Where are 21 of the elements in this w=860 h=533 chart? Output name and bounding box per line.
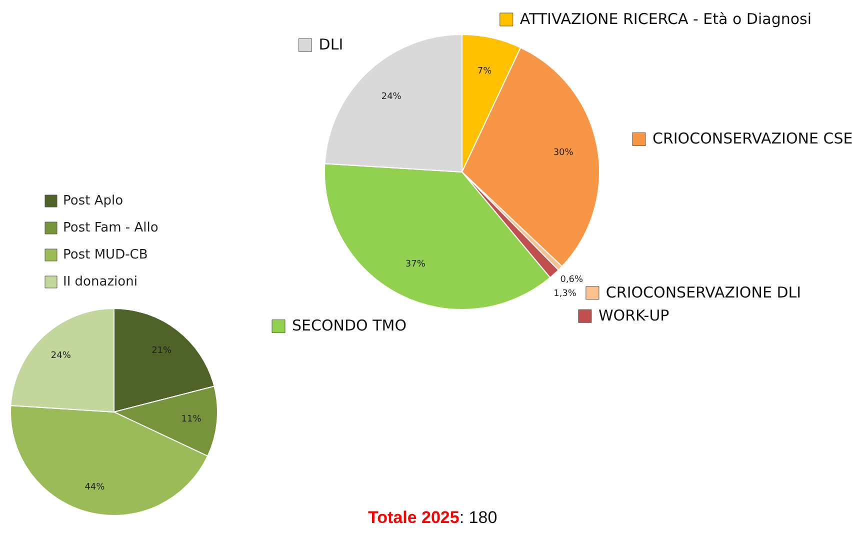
legend-label: Post Aplo [63,193,124,208]
data-label: 1,3% [554,289,577,300]
legend-label: II donazioni [63,274,138,290]
legend-label: WORK-UP [598,306,670,324]
legend-label: SECONDO TMO [292,316,407,335]
legend-label: ATTIVAZIONE RICERCA - Età o Diagnosi [520,10,812,28]
data-label: 24% [50,350,72,361]
data-label: 24% [381,92,402,102]
data-label: 37% [405,259,426,270]
legend-label: DLI [318,36,344,54]
legend-label: CRIOCONSERVAZIONE CSE [652,130,853,148]
data-label: 30% [553,148,574,158]
legend-label: Post MUD-CB [63,247,148,262]
data-label: 11% [181,414,202,425]
data-label: 0,6% [560,274,584,285]
legend-label: CRIOCONSERVAZIONE DLI [606,283,802,302]
text: Totale 2025: 180 [368,508,498,527]
data-label: 21% [152,346,172,356]
legend-label: Post Fam - Allo [63,220,158,236]
data-label: 7% [477,66,492,77]
data-label: 44% [84,482,106,493]
